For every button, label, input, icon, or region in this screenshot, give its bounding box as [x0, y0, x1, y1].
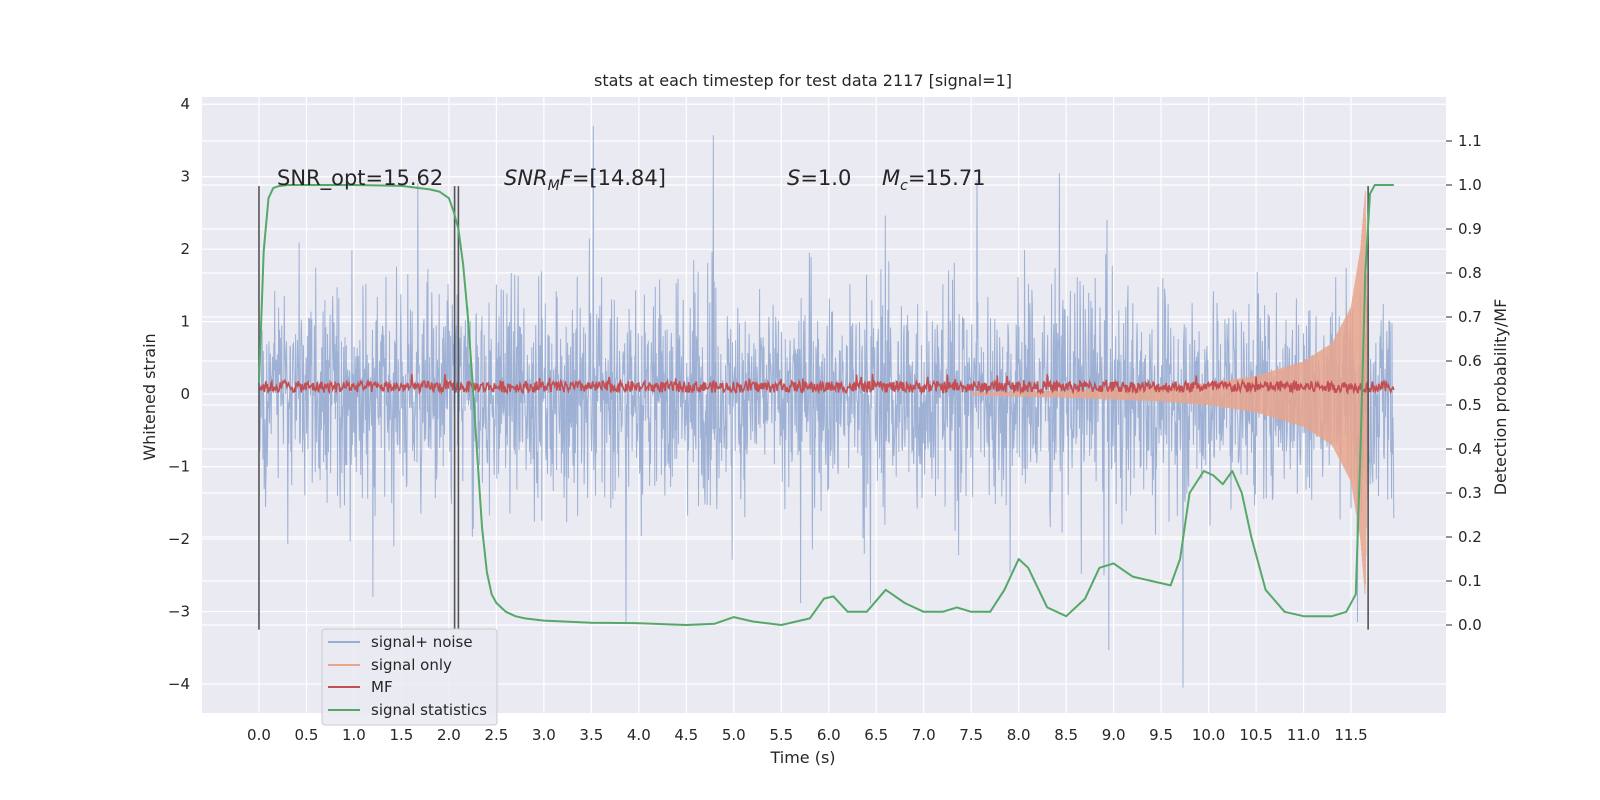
x-tick-label: 4.0 [627, 726, 651, 744]
x-axis-label: Time (s) [769, 748, 835, 767]
x-tick-label: 5.0 [722, 726, 746, 744]
legend-box [321, 628, 498, 726]
x-tick-label: 4.5 [674, 726, 698, 744]
y-tick-label: 3 [180, 168, 190, 186]
y2-tick-label: 0.7 [1458, 308, 1482, 326]
x-tick-label: 10.5 [1239, 726, 1272, 744]
x-tick-label: 5.5 [769, 726, 793, 744]
snr-mf-f: F [560, 166, 573, 190]
mc-subscript: c [900, 178, 908, 194]
y2-axis-label: Detection probability/MF [1491, 299, 1510, 496]
y-tick-label: −4 [168, 675, 190, 693]
y-tick-label: 0 [180, 385, 190, 403]
y2-tick-label: 1.0 [1458, 176, 1482, 194]
y-tick-label: −2 [168, 530, 190, 548]
x-tick-label: 2.5 [484, 726, 508, 744]
x-tick-label: 6.0 [817, 726, 841, 744]
legend-label-signal-noise: signal+ noise [371, 633, 473, 651]
signal-only-line [970, 191, 1369, 595]
snr-mf-subscript: M [548, 178, 560, 194]
y2-tick-label: 0.2 [1458, 528, 1482, 546]
y-tick-label: 2 [180, 240, 190, 258]
x-tick-label: 11.0 [1287, 726, 1320, 744]
signal-noise-line [258, 125, 1395, 688]
y2-tick-label: 0.3 [1458, 484, 1482, 502]
snr-mf-value: =[14.84] [572, 166, 666, 190]
x-tick-label: 8.5 [1054, 726, 1078, 744]
legend-label-signal-statistics: signal statistics [371, 701, 487, 719]
x-tick-label: 8.0 [1007, 726, 1031, 744]
annotation-s: S=1.0 [787, 166, 851, 190]
y2-tick-label: 0.6 [1458, 352, 1482, 370]
mf-series [258, 373, 1395, 396]
x-tick-label: 0.5 [295, 726, 319, 744]
s-value: =1.0 [800, 166, 851, 190]
y-tick-label: 1 [180, 313, 190, 331]
x-axis-ticks: 0.0 0.5 1.0 1.5 2.0 2.5 3.0 3.5 4.0 4.5 5.0 5.5 6.0 6… [247, 726, 1368, 744]
vertical-markers [258, 186, 1369, 630]
y2-tick-label: 0.1 [1458, 572, 1482, 590]
x-tick-label: 1.5 [389, 726, 413, 744]
y2-tick-label: 0.9 [1458, 220, 1482, 238]
annotation-mc: Mc=15.71 [882, 166, 986, 194]
signal-only-series [970, 191, 1369, 595]
legend: signal+ noise signal only MF signal stat… [321, 628, 498, 726]
x-tick-label: 6.5 [864, 726, 888, 744]
annotation-snr-opt: SNR_opt=15.62 [277, 166, 443, 191]
x-tick-label: 2.0 [437, 726, 461, 744]
y-axis-label: Whitened strain [140, 333, 159, 460]
legend-label-signal-only: signal only [371, 656, 452, 674]
y-tick-label: −1 [168, 458, 190, 476]
y-tick-label: −3 [168, 603, 190, 621]
signal-statistics-line [258, 184, 1394, 626]
x-tick-label: 11.5 [1334, 726, 1367, 744]
x-tick-label: 1.0 [342, 726, 366, 744]
s-symbol: S [787, 166, 800, 190]
y-tick-label: 4 [180, 95, 190, 113]
mc-symbol: M [882, 166, 900, 190]
x-tick-label: 9.0 [1102, 726, 1126, 744]
mc-value: =15.71 [908, 166, 986, 190]
snr-mf-symbol: SNR [504, 166, 548, 190]
signal-statistics-series [258, 184, 1394, 626]
y2-tick-label: 0.0 [1458, 616, 1482, 634]
mf-line [258, 373, 1395, 396]
y2-tick-label: 0.4 [1458, 440, 1482, 458]
y2-tick-label: 1.1 [1458, 132, 1482, 150]
y2-tick-label: 0.5 [1458, 396, 1482, 414]
x-tick-label: 9.5 [1149, 726, 1173, 744]
x-tick-label: 3.5 [579, 726, 603, 744]
x-tick-label: 3.0 [532, 726, 556, 744]
y2-tick-label: 0.8 [1458, 264, 1482, 282]
x-tick-label: 7.5 [959, 726, 983, 744]
chart-title: stats at each timestep for test data 211… [594, 71, 1012, 90]
signal-noise-series [258, 125, 1395, 688]
y2-axis-ticks: 0.0 0.1 0.2 0.3 0.4 0.5 0.6 0.7 0.8 0.9 1.0 1.1 [1446, 132, 1482, 634]
annotation-snr-mf: SNRMF=[14.84] [504, 166, 666, 194]
y-axis-ticks: 4 3 2 1 0 −1 −2 −3 −4 [168, 95, 190, 693]
legend-label-mf: MF [371, 678, 393, 696]
x-tick-label: 7.0 [912, 726, 936, 744]
x-tick-label: 10.0 [1192, 726, 1225, 744]
annotations: SNR_opt=15.62 SNRMF=[14.84] S=1.0 Mc=15.… [277, 166, 986, 194]
x-tick-label: 0.0 [247, 726, 271, 744]
